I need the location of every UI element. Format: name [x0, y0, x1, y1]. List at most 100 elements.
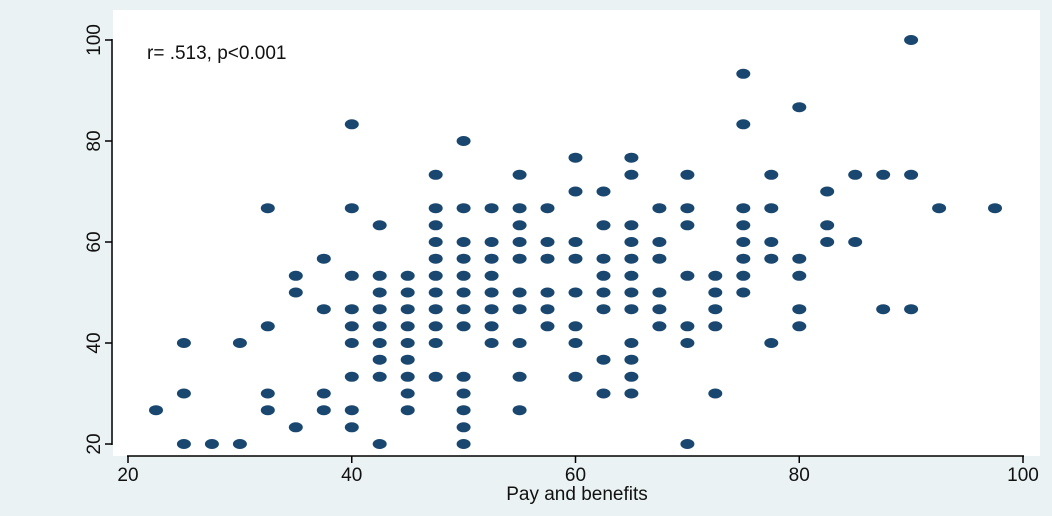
data-point — [456, 439, 471, 449]
data-point — [484, 237, 499, 247]
data-point — [428, 304, 443, 315]
data-point — [624, 169, 639, 180]
data-point — [736, 203, 751, 214]
data-point — [428, 287, 443, 298]
data-point — [568, 186, 583, 197]
data-point — [344, 405, 359, 416]
data-point — [540, 253, 555, 264]
data-point — [484, 287, 499, 298]
data-point — [540, 321, 555, 332]
y-tick-label: 40 — [84, 332, 105, 353]
data-point — [820, 186, 835, 197]
data-point — [568, 152, 583, 163]
data-point — [428, 371, 443, 382]
data-point — [428, 270, 443, 281]
y-tick-label: 100 — [84, 24, 105, 56]
data-point — [456, 237, 471, 247]
data-point — [428, 220, 443, 231]
data-point — [176, 338, 191, 348]
data-point — [456, 422, 471, 433]
data-point — [400, 338, 415, 348]
data-point — [288, 422, 303, 433]
data-point — [568, 287, 583, 298]
data-point — [736, 237, 751, 247]
data-point — [792, 304, 807, 315]
data-point — [680, 439, 695, 449]
data-point — [848, 237, 863, 247]
data-point — [428, 237, 443, 247]
data-point — [512, 203, 527, 214]
data-point — [456, 287, 471, 298]
data-point — [512, 169, 527, 180]
data-point — [764, 253, 779, 264]
data-point — [876, 304, 891, 315]
data-point — [428, 169, 443, 180]
x-tick-label: 60 — [565, 465, 586, 486]
data-point — [316, 405, 331, 416]
data-point — [680, 321, 695, 332]
data-point — [484, 253, 499, 264]
data-point — [708, 388, 723, 399]
data-point — [680, 270, 695, 281]
data-point — [149, 405, 163, 416]
data-point — [204, 439, 219, 449]
y-tick-label: 80 — [84, 130, 105, 151]
data-point — [596, 220, 611, 231]
data-point — [904, 35, 919, 45]
data-point — [820, 237, 835, 247]
data-point — [624, 253, 639, 264]
data-point — [400, 321, 415, 332]
data-point — [652, 287, 667, 298]
data-point — [540, 304, 555, 315]
data-point — [344, 270, 359, 281]
data-point — [512, 304, 527, 315]
data-point — [596, 304, 611, 315]
data-point — [792, 321, 807, 332]
data-point — [736, 287, 751, 298]
data-point — [484, 270, 499, 281]
data-point — [904, 304, 919, 315]
data-point — [288, 287, 303, 298]
data-point — [624, 354, 639, 365]
data-point — [792, 253, 807, 264]
data-point — [400, 287, 415, 298]
data-point — [288, 270, 303, 281]
data-point — [400, 405, 415, 416]
data-point — [512, 287, 527, 298]
data-point — [372, 354, 387, 365]
data-point — [708, 321, 723, 332]
data-point — [456, 203, 471, 214]
data-point — [400, 371, 415, 382]
data-points — [149, 35, 1002, 449]
data-point — [456, 371, 471, 382]
data-point — [400, 388, 415, 399]
data-point — [316, 388, 331, 399]
data-point — [652, 237, 667, 247]
data-point — [428, 203, 443, 214]
data-point — [484, 304, 499, 315]
data-point — [708, 287, 723, 298]
data-point — [848, 169, 863, 180]
data-point — [316, 253, 331, 264]
data-point — [344, 304, 359, 315]
data-point — [428, 338, 443, 348]
y-tick-label: 20 — [84, 433, 105, 454]
data-point — [792, 270, 807, 281]
data-point — [540, 237, 555, 247]
data-point — [456, 405, 471, 416]
data-point — [260, 405, 275, 416]
data-point — [344, 371, 359, 382]
data-point — [988, 203, 1002, 214]
data-point — [344, 321, 359, 332]
data-point — [456, 388, 471, 399]
data-point — [428, 321, 443, 332]
data-point — [792, 102, 807, 113]
data-point — [764, 237, 779, 247]
data-point — [176, 439, 191, 449]
data-point — [624, 270, 639, 281]
data-point — [372, 321, 387, 332]
data-point — [456, 321, 471, 332]
data-point — [568, 371, 583, 382]
data-point — [624, 388, 639, 399]
